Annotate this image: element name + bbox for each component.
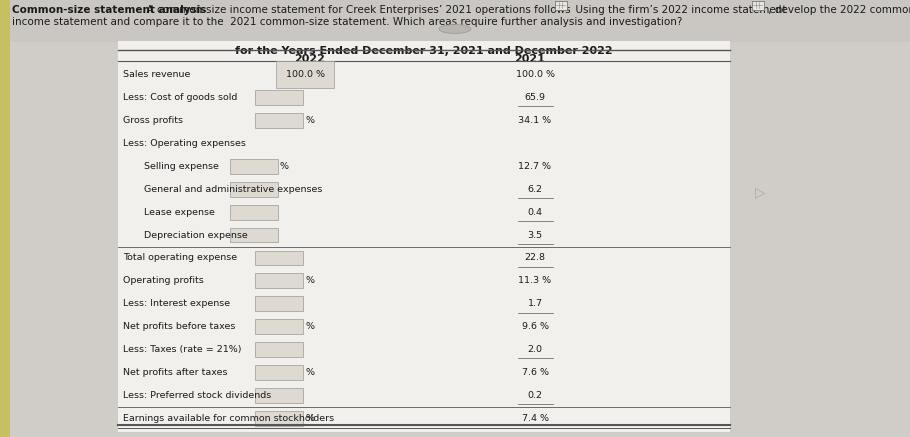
Text: Net profits after taxes: Net profits after taxes bbox=[123, 368, 228, 377]
FancyBboxPatch shape bbox=[0, 0, 910, 42]
FancyBboxPatch shape bbox=[230, 228, 278, 243]
Text: 11.3 %: 11.3 % bbox=[519, 277, 551, 285]
Text: %: % bbox=[280, 162, 289, 171]
Text: 9.6 %: 9.6 % bbox=[521, 322, 549, 331]
FancyBboxPatch shape bbox=[255, 250, 303, 265]
FancyBboxPatch shape bbox=[230, 205, 278, 219]
Text: Lease expense: Lease expense bbox=[135, 208, 215, 217]
Text: 65.9: 65.9 bbox=[524, 93, 545, 102]
Text: %: % bbox=[305, 368, 314, 377]
FancyBboxPatch shape bbox=[118, 41, 730, 432]
Text: Less: Preferred stock dividends: Less: Preferred stock dividends bbox=[123, 391, 271, 400]
Text: %: % bbox=[305, 277, 314, 285]
Text: Depreciation expense: Depreciation expense bbox=[135, 231, 248, 239]
Text: General and administrative expenses: General and administrative expenses bbox=[135, 185, 322, 194]
Ellipse shape bbox=[439, 24, 471, 34]
FancyBboxPatch shape bbox=[255, 274, 303, 288]
Text: 7.4 %: 7.4 % bbox=[521, 414, 549, 423]
FancyBboxPatch shape bbox=[255, 319, 303, 334]
Text: 2.0: 2.0 bbox=[528, 345, 542, 354]
Text: 12.7 %: 12.7 % bbox=[519, 162, 551, 171]
Text: Sales revenue: Sales revenue bbox=[123, 70, 190, 79]
Text: 2021: 2021 bbox=[514, 54, 545, 64]
Text: Selling expense: Selling expense bbox=[135, 162, 219, 171]
FancyBboxPatch shape bbox=[255, 296, 303, 311]
Text: %: % bbox=[305, 414, 314, 423]
Text: 1.7: 1.7 bbox=[528, 299, 542, 309]
Text: Earnings available for common stockholders: Earnings available for common stockholde… bbox=[123, 414, 334, 423]
Text: 100.0 %: 100.0 % bbox=[515, 70, 554, 79]
Text: 6.2: 6.2 bbox=[528, 185, 542, 194]
FancyBboxPatch shape bbox=[255, 90, 303, 105]
Text: Gross profits: Gross profits bbox=[123, 116, 183, 125]
Text: Less: Taxes (rate = 21%): Less: Taxes (rate = 21%) bbox=[123, 345, 241, 354]
FancyBboxPatch shape bbox=[255, 342, 303, 357]
FancyBboxPatch shape bbox=[255, 388, 303, 403]
Text: 2022: 2022 bbox=[295, 54, 326, 64]
Text: %: % bbox=[305, 322, 314, 331]
FancyBboxPatch shape bbox=[255, 365, 303, 380]
Text: 0.4: 0.4 bbox=[528, 208, 542, 217]
Text: ▷: ▷ bbox=[755, 185, 765, 199]
Text: 3.5: 3.5 bbox=[528, 231, 542, 239]
Text: 22.8: 22.8 bbox=[524, 253, 545, 263]
Text: for the Years Ended December 31, 2021 and December 2022: for the Years Ended December 31, 2021 an… bbox=[235, 46, 612, 56]
FancyBboxPatch shape bbox=[255, 113, 303, 128]
Text: , develop the 2022 common-size: , develop the 2022 common-size bbox=[765, 5, 910, 15]
Text: 34.1 %: 34.1 % bbox=[519, 116, 551, 125]
Text: Net profits before taxes: Net profits before taxes bbox=[123, 322, 236, 331]
FancyBboxPatch shape bbox=[255, 411, 303, 426]
Text: 100.0 %: 100.0 % bbox=[286, 70, 325, 79]
FancyBboxPatch shape bbox=[752, 0, 763, 10]
Text: Less: Operating expenses: Less: Operating expenses bbox=[123, 139, 246, 148]
Text: Total operating expense: Total operating expense bbox=[123, 253, 238, 263]
FancyBboxPatch shape bbox=[554, 0, 567, 10]
FancyBboxPatch shape bbox=[230, 159, 278, 173]
Text: Less: Cost of goods sold: Less: Cost of goods sold bbox=[123, 93, 238, 102]
Text: Operating profits: Operating profits bbox=[123, 277, 204, 285]
Text: Less: Interest expense: Less: Interest expense bbox=[123, 299, 230, 309]
FancyBboxPatch shape bbox=[0, 0, 10, 437]
Text: Using the firm’s 2022 income statement: Using the firm’s 2022 income statement bbox=[569, 5, 790, 15]
Text: Common-size statement analysis: Common-size statement analysis bbox=[12, 5, 207, 15]
Text: A common-size income statement for Creek Enterprises’ 2021 operations follows: A common-size income statement for Creek… bbox=[140, 5, 574, 15]
FancyBboxPatch shape bbox=[230, 182, 278, 197]
Text: %: % bbox=[305, 116, 314, 125]
Text: 0.2: 0.2 bbox=[528, 391, 542, 400]
Text: 7.6 %: 7.6 % bbox=[521, 368, 549, 377]
Text: income statement and compare it to the  2021 common-size statement. Which areas : income statement and compare it to the 2… bbox=[12, 17, 682, 27]
